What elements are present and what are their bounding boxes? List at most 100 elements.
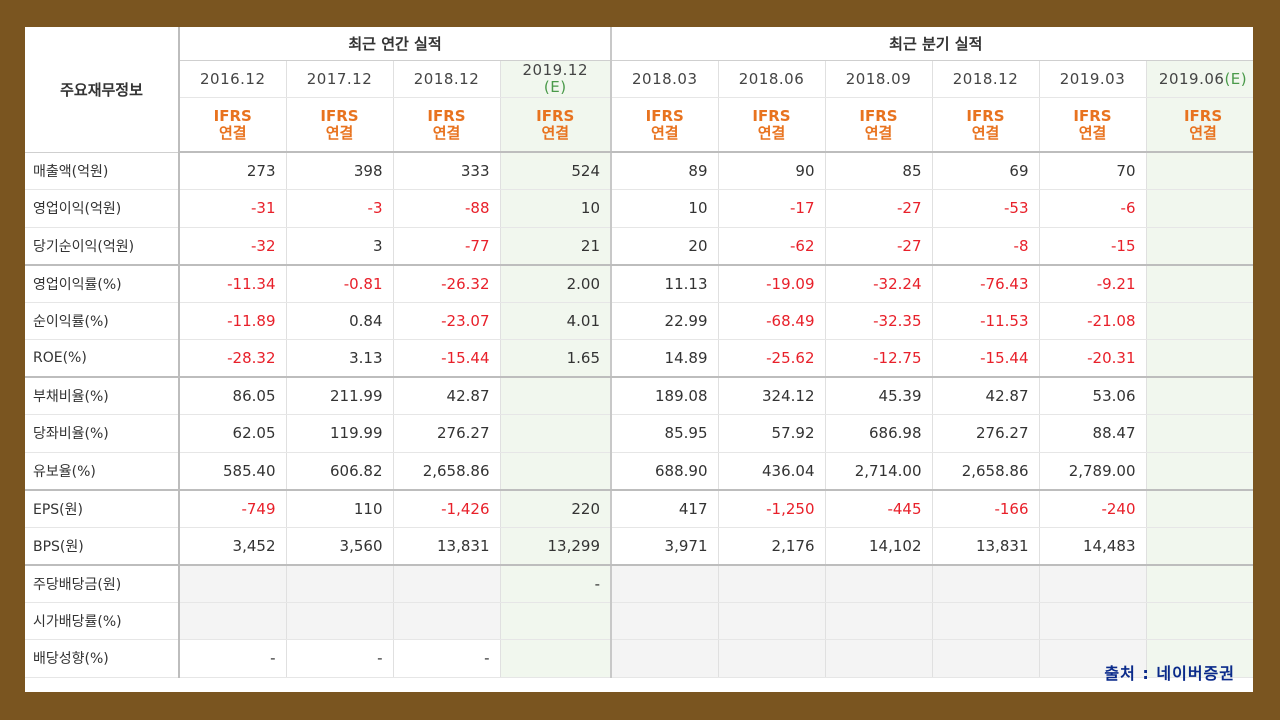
value-cell: -15 xyxy=(1039,227,1147,266)
ifrs-text: IFRS xyxy=(320,106,359,125)
ifrs-consolidated-label: IFRS 연결 xyxy=(1146,97,1253,153)
value-cell xyxy=(932,564,1040,603)
value-cell: 333 xyxy=(393,152,501,190)
value-cell xyxy=(1146,189,1253,228)
value-cell: 21 xyxy=(500,227,612,266)
value-cell: -445 xyxy=(825,489,933,528)
value-cell: -20.31 xyxy=(1039,339,1147,378)
period-label: 2018.12 xyxy=(413,70,480,88)
table-row: 영업이익률(%) -11.34 -0.81 -26.32 2.00 11.13 -19.09… xyxy=(25,264,1253,303)
value-cell xyxy=(718,639,826,678)
value-cell: 89 xyxy=(611,152,719,190)
table-row: 영업이익(억원) -31 -3 -88 10 10 -17 -27 -53 -6 xyxy=(25,189,1253,228)
value-cell: -28.32 xyxy=(179,339,287,378)
row-label: 부채비율(%) xyxy=(25,377,180,415)
value-cell: 2,176 xyxy=(718,527,826,566)
value-cell: -11.89 xyxy=(179,302,287,340)
period-header: 2018.03 xyxy=(611,60,719,98)
value-cell: -31 xyxy=(179,189,287,228)
ifrs-consolidated-label: IFRS 연결 xyxy=(825,97,933,153)
row-label: 순이익률(%) xyxy=(25,302,180,340)
value-cell: -15.44 xyxy=(932,339,1040,378)
value-cell: 686.98 xyxy=(825,414,933,453)
value-cell: 42.87 xyxy=(393,377,501,415)
value-cell: -32.24 xyxy=(825,264,933,303)
value-cell: 86.05 xyxy=(179,377,287,415)
estimate-tag: (E) xyxy=(1224,70,1248,88)
value-cell: -27 xyxy=(825,227,933,266)
value-cell xyxy=(500,639,612,678)
value-cell xyxy=(500,602,612,640)
value-cell xyxy=(393,564,501,603)
value-cell: 585.40 xyxy=(179,452,287,491)
value-cell: 85.95 xyxy=(611,414,719,453)
value-cell: 3,560 xyxy=(286,527,394,566)
value-cell xyxy=(179,564,287,603)
value-cell: 110 xyxy=(286,489,394,528)
value-cell: -76.43 xyxy=(932,264,1040,303)
table-row: ROE(%) -28.32 3.13 -15.44 1.65 14.89 -25.62 -12… xyxy=(25,339,1253,378)
row-label: BPS(원) xyxy=(25,527,180,566)
value-cell: -62 xyxy=(718,227,826,266)
value-cell: 13,299 xyxy=(500,527,612,566)
value-cell: -88 xyxy=(393,189,501,228)
table-row: 시가배당률(%) xyxy=(25,602,1253,640)
period-label: 2018.12 xyxy=(952,70,1019,88)
value-cell xyxy=(932,602,1040,640)
value-cell: 70 xyxy=(1039,152,1147,190)
value-cell: 2.00 xyxy=(500,264,612,303)
value-cell: 85 xyxy=(825,152,933,190)
value-cell: 14.89 xyxy=(611,339,719,378)
table-row: EPS(원) -749 110 -1,426 220 417 -1,250 -445 -166-… xyxy=(25,489,1253,528)
value-cell xyxy=(1146,489,1253,528)
value-cell: - xyxy=(500,564,612,603)
table-row: 당좌비율(%) 62.05 119.99 276.27 85.95 57.92 686.98… xyxy=(25,414,1253,453)
value-cell xyxy=(286,564,394,603)
value-cell: 2,789.00 xyxy=(1039,452,1147,491)
value-cell: 119.99 xyxy=(286,414,394,453)
value-cell xyxy=(825,639,933,678)
value-cell xyxy=(500,377,612,415)
value-cell: 10 xyxy=(500,189,612,228)
financial-summary-table: 주요재무정보 최근 연간 실적 최근 분기 실적 2016.12 2017.12 2… xyxy=(25,27,1253,678)
consolidated-text: 연결 xyxy=(325,123,354,142)
value-cell: - xyxy=(286,639,394,678)
ifrs-text: IFRS xyxy=(213,106,252,125)
period-label: 2019.03 xyxy=(1059,70,1126,88)
consolidated-text: 연결 xyxy=(1078,123,1107,142)
table-row: 유보율(%) 585.40 606.82 2,658.86 688.90 436.04 2,… xyxy=(25,452,1253,491)
value-cell: 13,831 xyxy=(932,527,1040,566)
value-cell xyxy=(1146,377,1253,415)
value-cell xyxy=(286,602,394,640)
row-label-header: 주요재무정보 xyxy=(25,27,180,153)
value-cell xyxy=(611,564,719,603)
value-cell xyxy=(1146,452,1253,491)
ifrs-text: IFRS xyxy=(427,106,466,125)
period-label: 2018.03 xyxy=(631,70,698,88)
value-cell xyxy=(611,602,719,640)
table-row: 부채비율(%) 86.05 211.99 42.87 189.08 324.12 45.39… xyxy=(25,377,1253,415)
consolidated-text: 연결 xyxy=(432,123,461,142)
value-cell: 324.12 xyxy=(718,377,826,415)
value-cell xyxy=(825,564,933,603)
value-cell: 90 xyxy=(718,152,826,190)
period-header: 2016.12 xyxy=(179,60,287,98)
value-cell xyxy=(1146,414,1253,453)
value-cell: 14,483 xyxy=(1039,527,1147,566)
value-cell: 524 xyxy=(500,152,612,190)
period-header: 2018.12 xyxy=(932,60,1040,98)
value-cell: 3.13 xyxy=(286,339,394,378)
row-label: 영업이익률(%) xyxy=(25,264,180,303)
period-header: 2019.03 xyxy=(1039,60,1147,98)
value-cell: -1,250 xyxy=(718,489,826,528)
value-cell xyxy=(393,602,501,640)
source-credit: 출처 : 네이버증권 xyxy=(1104,664,1235,683)
value-cell xyxy=(1146,264,1253,303)
value-cell: 53.06 xyxy=(1039,377,1147,415)
period-label: 2018.06 xyxy=(738,70,805,88)
ifrs-text: IFRS xyxy=(752,106,791,125)
ifrs-consolidated-label: IFRS 연결 xyxy=(1039,97,1147,153)
value-cell: -53 xyxy=(932,189,1040,228)
period-header: 2019.06(E) xyxy=(1146,60,1253,98)
ifrs-consolidated-label: IFRS 연결 xyxy=(286,97,394,153)
